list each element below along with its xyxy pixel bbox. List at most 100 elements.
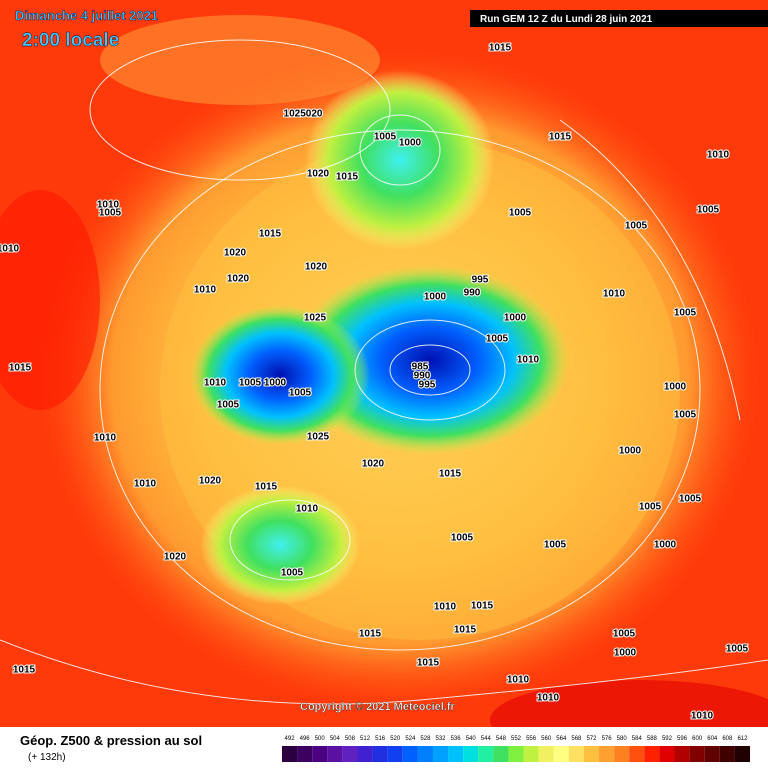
isobar-label: 1010 (434, 602, 457, 613)
scale-label: 592 (662, 736, 673, 742)
isobar-label: 1015 (439, 469, 462, 480)
scale-swatch (734, 746, 750, 762)
isobar-label: 1000 (399, 138, 422, 149)
scale-swatch (493, 746, 509, 762)
isobar-label: 1005 (239, 378, 262, 389)
isobar-label: 1005 (374, 132, 397, 143)
scale-label: 600 (692, 736, 703, 742)
scale-swatch (448, 746, 464, 762)
isobar-label: 1000 (619, 446, 642, 457)
isobar-label: 1005 (625, 221, 648, 232)
isobar-label: 1000 (264, 378, 287, 389)
isobar-label: 990 (414, 371, 431, 382)
isobar-label: 1015 (259, 229, 282, 240)
run-box (470, 10, 768, 27)
isobar-label: 1010 (537, 693, 560, 704)
isobar-label: 1020 (227, 274, 250, 285)
isobar-label: 1010 (134, 479, 157, 490)
isobar-label: 1020 (199, 476, 222, 487)
isobar-label: 1015 (359, 629, 382, 640)
scale-swatch (583, 746, 600, 762)
scale-label: 532 (436, 736, 447, 742)
scale-swatch (568, 746, 584, 762)
scale-label: 580 (617, 736, 628, 742)
scale-swatch (312, 746, 328, 762)
scale-swatch (704, 746, 720, 762)
isobar-label: 1020 (305, 262, 328, 273)
scale-swatch (508, 746, 524, 762)
isobar-label: 1010 (603, 289, 626, 300)
scale-label: 512 (360, 736, 371, 742)
scale-label: 568 (571, 736, 582, 742)
isobar-label: 1010 (94, 433, 117, 444)
scale-label: 552 (511, 736, 522, 742)
scale-swatch (417, 746, 433, 762)
isobar-label: 1015 (417, 658, 440, 669)
isobar-label: 990 (464, 288, 481, 299)
scale-swatch (689, 746, 705, 762)
isobar-label: 1005 (726, 644, 749, 655)
run-info: Run GEM 12 Z du Lundi 28 juin 2021 (480, 14, 653, 25)
scale-swatch (357, 746, 373, 762)
scale-swatch (659, 746, 675, 762)
isobar-label: 1005 (451, 533, 474, 544)
scale-swatch (644, 746, 660, 762)
scale-label: 548 (496, 736, 507, 742)
isobar-label: 1005 (613, 629, 636, 640)
isobar-label: 1010 (194, 285, 217, 296)
isobar-label: 1005 (674, 410, 697, 421)
isobar-label: 1000 (614, 648, 637, 659)
isobar-label: 985 (412, 362, 429, 373)
scale-swatch (719, 746, 735, 762)
copyright: Copyright © 2021 Meteociel.fr (300, 701, 456, 713)
isobar-label: 1000 (424, 292, 447, 303)
isobar-label: 1015 (9, 363, 32, 374)
isobar-label: 1010 (97, 200, 120, 211)
scale-label: 584 (632, 736, 643, 742)
isobar-label: 995 (472, 275, 489, 286)
scale-label: 504 (330, 736, 341, 742)
scale-swatch (599, 746, 615, 762)
scale-swatch (463, 746, 479, 762)
isobar-label: 1005 (99, 208, 122, 219)
isobar-label: 1025 (304, 313, 327, 324)
date: Dimanche 4 juillet 2021 (15, 8, 158, 23)
scale-label: 608 (722, 736, 733, 742)
scale-swatch (674, 746, 690, 762)
isobar-label: 1025 (307, 432, 330, 443)
scale-label: 556 (526, 736, 537, 742)
scale-label: 612 (737, 736, 748, 742)
isobar-label: 1010 (707, 150, 730, 161)
scale-label: 572 (586, 736, 597, 742)
scale-label: 544 (481, 736, 492, 742)
scale-label: 524 (405, 736, 416, 742)
scale-label: 516 (375, 736, 386, 742)
scale-swatch (629, 746, 645, 762)
scale-swatch (478, 746, 494, 762)
scale-swatch (282, 746, 298, 762)
scale-swatch (432, 746, 449, 762)
scale-swatch (297, 746, 313, 762)
isobar-label: 1005 (674, 308, 697, 319)
isobar-label: 1005 (639, 502, 662, 513)
scale-label: 496 (300, 736, 311, 742)
scale-label: 528 (420, 736, 431, 742)
isobar-label: 1000 (654, 540, 677, 551)
isobars (0, 39, 768, 705)
isobar-label: 1020 (164, 552, 187, 563)
scale-swatch (342, 746, 358, 762)
isobar-label: 1010 (517, 355, 540, 366)
scale-label: 520 (390, 736, 401, 742)
isobar-label: 1000 (664, 382, 687, 393)
scale-label: 588 (647, 736, 658, 742)
isobar-label: 1000 (504, 313, 527, 324)
footer-lead: (+ 132h) (28, 752, 66, 763)
scale-swatch (614, 746, 630, 762)
isobar-label: 1015 (549, 132, 572, 143)
isobar-label: 995 (419, 380, 436, 391)
isobar-label: 1010 (691, 711, 714, 722)
scale-swatch (553, 746, 569, 762)
isobar-label: 1005 (486, 334, 509, 345)
scale-swatch (372, 746, 388, 762)
